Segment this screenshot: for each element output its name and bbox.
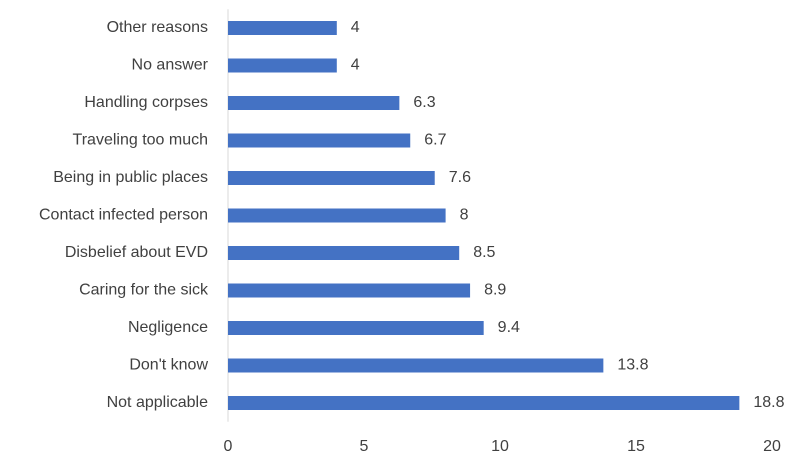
x-tick-label: 15 xyxy=(627,438,645,455)
y-tick-label: Traveling too much xyxy=(73,132,208,149)
x-tick-label: 5 xyxy=(360,438,369,455)
data-label: 7.6 xyxy=(449,169,471,186)
bar xyxy=(228,396,740,410)
data-label: 18.8 xyxy=(753,394,784,411)
bar xyxy=(228,171,435,185)
x-tick-label: 10 xyxy=(491,438,509,455)
y-tick-label: Disbelief about EVD xyxy=(65,244,208,261)
bar xyxy=(228,321,484,335)
y-tick-label: Negligence xyxy=(128,319,208,336)
bar xyxy=(228,21,337,35)
bar xyxy=(228,133,411,148)
bar xyxy=(228,208,446,223)
y-tick-label: Other reasons xyxy=(107,19,208,36)
data-label: 8.9 xyxy=(484,282,506,299)
data-label: 8 xyxy=(460,207,469,224)
data-label: 4 xyxy=(351,57,360,74)
x-tick-label: 20 xyxy=(763,438,781,455)
y-tick-label: Not applicable xyxy=(107,394,209,411)
y-tick-label: Being in public places xyxy=(53,169,208,186)
y-tick-label: Contact infected person xyxy=(39,207,208,224)
data-label: 6.3 xyxy=(413,94,435,111)
y-tick-label: Caring for the sick xyxy=(79,282,209,299)
bar xyxy=(228,96,400,110)
bar xyxy=(228,246,460,260)
data-label: 4 xyxy=(351,19,360,36)
data-label: 8.5 xyxy=(473,244,495,261)
data-label: 6.7 xyxy=(424,132,446,149)
data-label: 9.4 xyxy=(498,319,520,336)
bar xyxy=(228,58,337,73)
data-label: 13.8 xyxy=(617,357,648,374)
bar xyxy=(228,283,471,298)
y-tick-label: Don't know xyxy=(129,357,208,374)
bar xyxy=(228,358,604,373)
y-tick-label: Handling corpses xyxy=(84,94,208,111)
y-tick-label: No answer xyxy=(132,57,209,74)
x-tick-label: 0 xyxy=(224,438,233,455)
